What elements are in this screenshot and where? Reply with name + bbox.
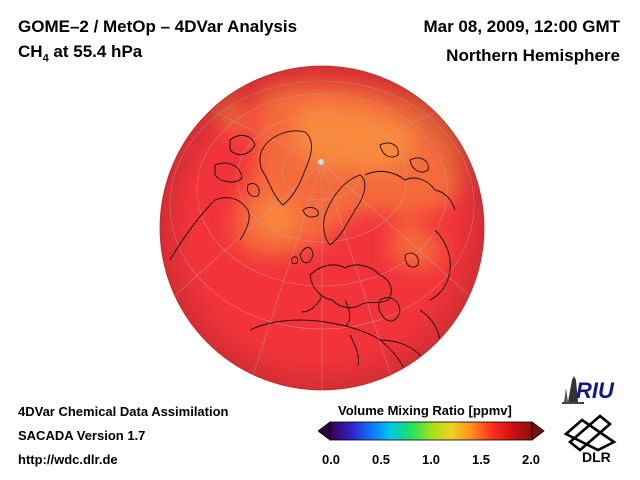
north-pole-marker: [317, 158, 325, 166]
cathedral-icon: [568, 376, 578, 402]
colorbar-scale: [329, 421, 533, 441]
colorbar-tick-0: 0.0: [321, 452, 341, 467]
species-subscript: 4: [42, 52, 49, 65]
map-title: GOME–2 / MetOp – 4DVar Analysis: [18, 17, 298, 36]
colorbar-tick-3: 1.5: [471, 452, 491, 467]
riu-text: RIU: [576, 378, 615, 403]
footer-version: SACADA Version 1.7: [18, 428, 146, 443]
dlr-emblem-icon: [563, 414, 617, 452]
colorbar-tick-1: 0.5: [371, 452, 391, 467]
species-main: CH: [18, 42, 43, 61]
globe-map: [159, 65, 485, 391]
colorbar-low-arrow: [318, 421, 331, 441]
dlr-logo: [563, 414, 617, 452]
colorbar: [318, 421, 545, 441]
date-label: Mar 08, 2009, 12:00 GMT: [423, 17, 620, 36]
globe-rim: [159, 65, 485, 391]
dlr-text: DLR: [582, 449, 611, 465]
riu-logo: RIU: [562, 376, 615, 404]
footer-url[interactable]: http://wdc.dlr.de: [18, 452, 118, 467]
colorbar-title: Volume Mixing Ratio [ppmv]: [338, 403, 512, 418]
species-label: CH4 at 55.4 hPa: [18, 42, 142, 64]
region-label: Northern Hemisphere: [446, 46, 620, 65]
species-pressure: at 55.4 hPa: [48, 42, 143, 61]
colorbar-high-arrow: [531, 421, 545, 441]
colorbar-tick-4: 2.0: [521, 452, 541, 467]
footer-assimilation: 4DVar Chemical Data Assimilation: [18, 404, 229, 419]
colorbar-tick-2: 1.0: [421, 452, 441, 467]
